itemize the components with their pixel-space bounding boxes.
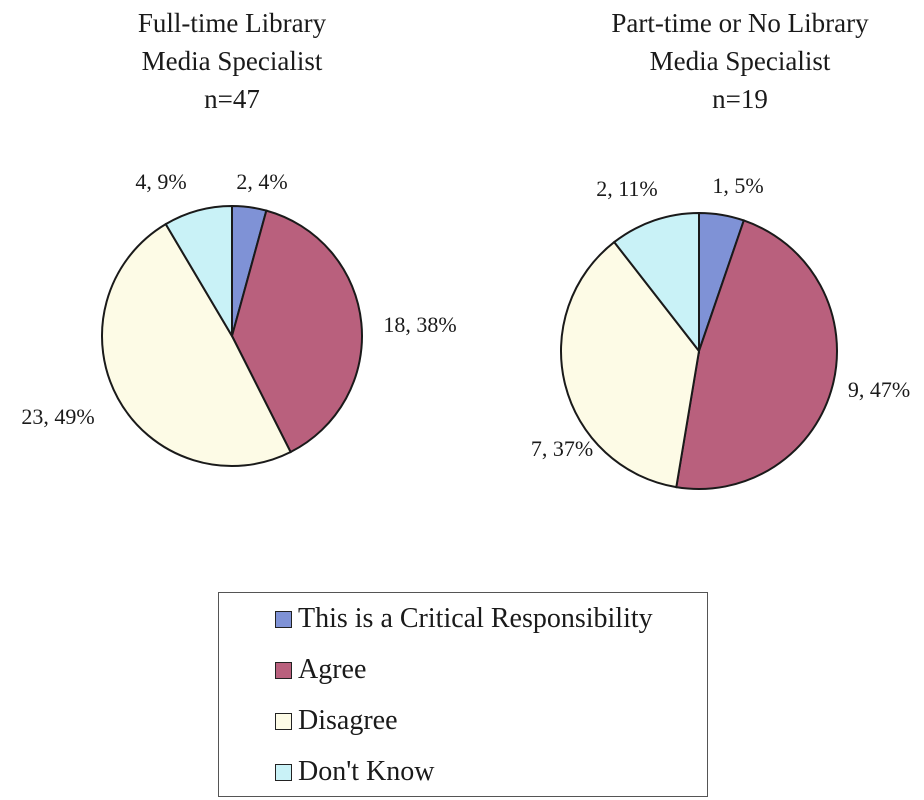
pie-chart-full-time: 2, 4% 18, 38% 23, 49% 4, 9% [21, 169, 457, 467]
legend-swatch [275, 610, 292, 628]
slice-label-critical: 2, 4% [236, 169, 287, 194]
legend-swatch [275, 712, 292, 730]
pie-title-sample-size: n=19 [712, 84, 768, 114]
legend-item-disagree: Disagree [275, 705, 398, 737]
pie-slice-disagree [560, 240, 701, 489]
slice-label-agree: 9, 47% [848, 377, 910, 402]
slice-label-dont-know: 4, 9% [135, 169, 186, 194]
legend-label: Don't Know [298, 756, 435, 787]
slice-label-disagree: 7, 37% [531, 436, 593, 461]
slice-label-agree: 18, 38% [383, 312, 456, 337]
legend-label: Agree [298, 654, 367, 685]
pie-title-part-time: Part-time or No Library Media Specialist… [556, 4, 924, 118]
pie-chart-part-time: 1, 5% 9, 47% 7, 37% 2, 11% [531, 173, 910, 490]
legend-label: This is a Critical Responsibility [298, 603, 653, 634]
pie-slice-dont-know [164, 204, 233, 340]
legend-item-agree: Agree [275, 654, 366, 686]
pie-title-line: Media Specialist [649, 46, 831, 76]
pie-title-full-time: Full-time Library Media Specialist n=47 [62, 4, 402, 118]
legend-item-dont-know: Don't Know [275, 756, 435, 788]
pie-slice-agree [230, 209, 363, 454]
pie-title-line: Full-time Library [137, 8, 327, 38]
pie-slice-dont-know [612, 211, 700, 354]
pie-slice-disagree [101, 222, 292, 467]
legend-swatch [275, 763, 292, 781]
legend-swatch [275, 661, 292, 679]
pie-title-line: Part-time or No Library [611, 8, 869, 38]
slice-label-critical: 1, 5% [712, 173, 763, 198]
legend-label: Disagree [298, 705, 398, 736]
pie-slice-agree [675, 219, 838, 490]
pie-title-sample-size: n=47 [204, 84, 260, 114]
pie-title-line: Media Specialist [141, 46, 323, 76]
chart-legend: This is a Critical Responsibility Agree … [218, 592, 708, 797]
legend-item-critical: This is a Critical Responsibility [275, 603, 653, 635]
slice-label-dont-know: 2, 11% [596, 176, 658, 201]
slice-label-disagree: 23, 49% [21, 404, 94, 429]
